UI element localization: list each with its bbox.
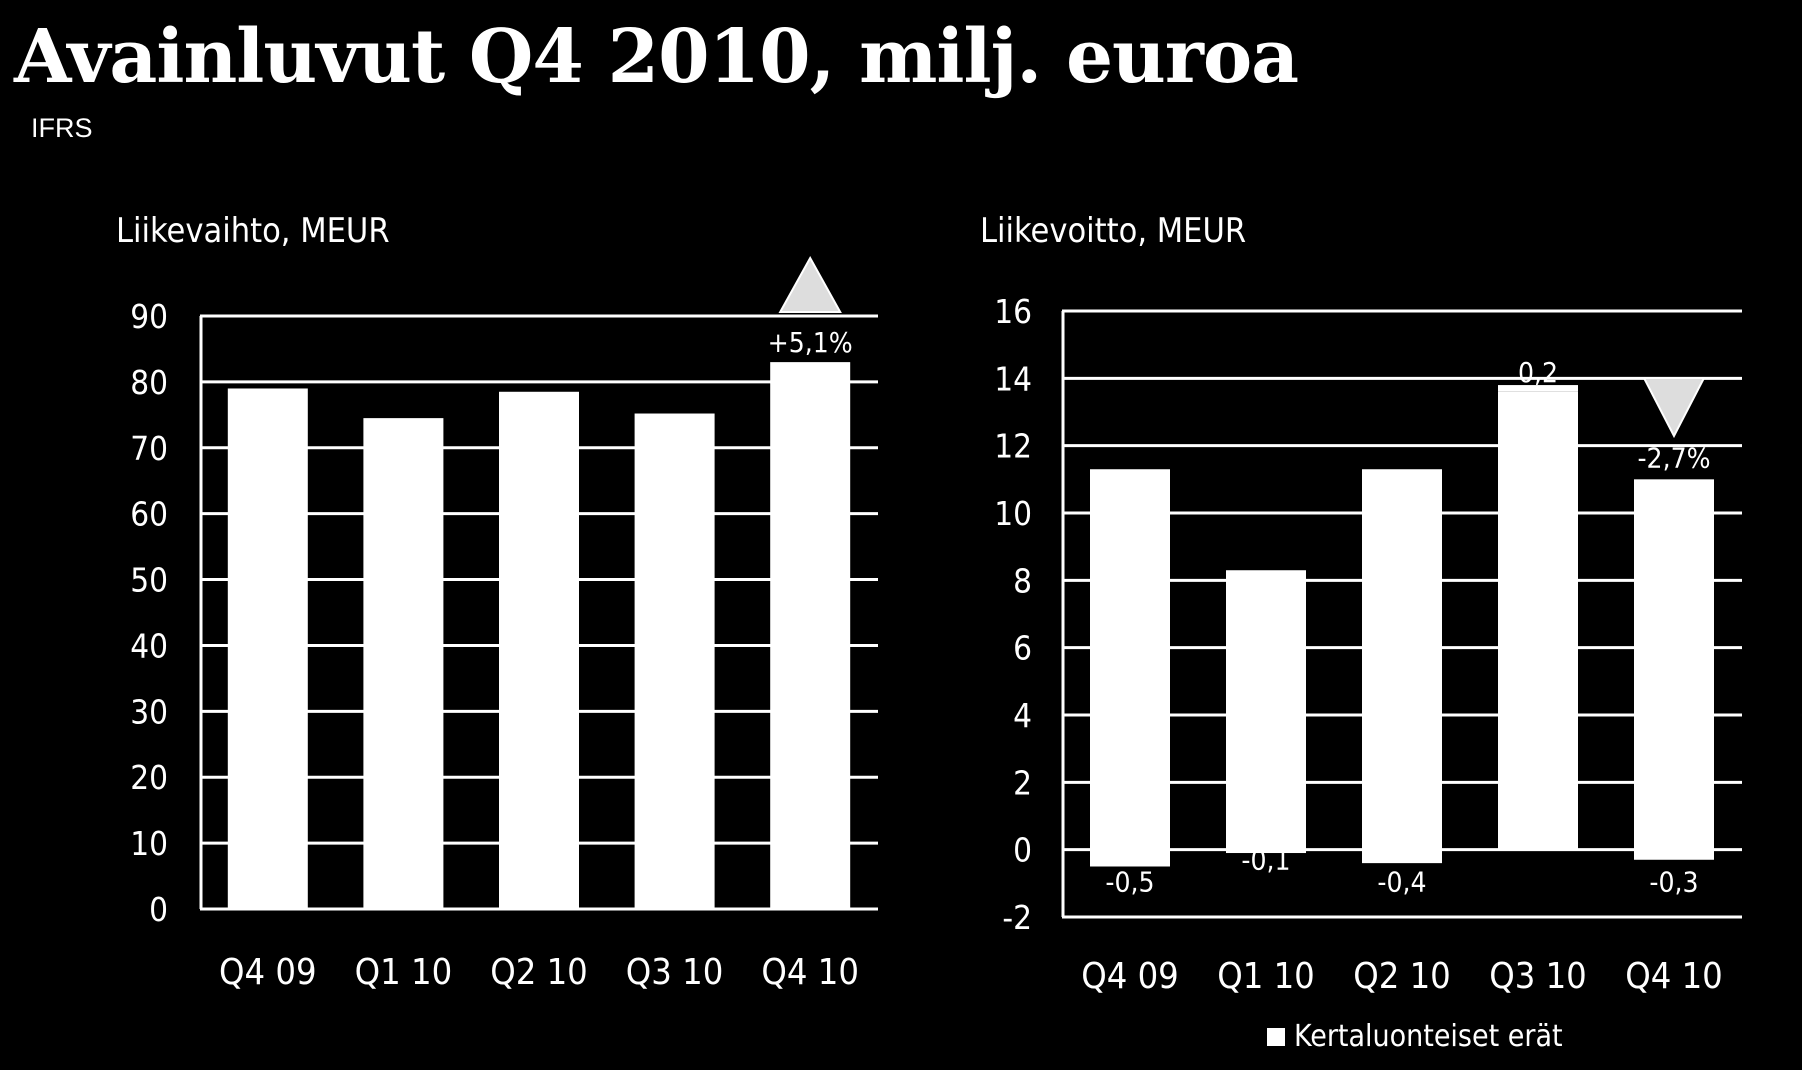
- y-tick-label-profit: -2: [1002, 898, 1032, 937]
- change-label-revenue: +5,1%: [768, 326, 853, 359]
- one-off-label: -0,3: [1649, 866, 1698, 899]
- bar-revenue: [499, 391, 579, 909]
- y-tick-label-profit: 12: [994, 427, 1032, 466]
- y-tick-label-revenue: 40: [130, 626, 168, 665]
- one-off-segment-profit: [1498, 385, 1578, 392]
- y-tick-label-revenue: 50: [130, 561, 168, 600]
- y-tick-label-revenue: 80: [130, 363, 168, 402]
- one-off-segment-profit: [1226, 849, 1306, 854]
- one-off-segment-profit: [1090, 849, 1170, 867]
- y-tick-label-profit: 14: [994, 359, 1032, 398]
- change-down-triangle-icon: [1642, 377, 1706, 439]
- page-title: Avainluvut Q4 2010, milj. euroa: [14, 14, 1299, 100]
- bar-revenue: [770, 362, 851, 910]
- x-category-label-profit: Q3 10: [1489, 956, 1587, 997]
- y-tick-label-revenue: 60: [130, 495, 168, 534]
- bar-revenue: [634, 413, 715, 909]
- bar-profit: [1226, 570, 1306, 850]
- y-tick-label-revenue: 20: [130, 758, 168, 797]
- x-category-label-revenue: Q4 10: [761, 952, 859, 993]
- chart-title-operating-profit: Liikevoitto, MEUR: [980, 211, 1246, 251]
- bar-profit: [1362, 469, 1442, 850]
- legend-swatch: [1267, 1028, 1285, 1046]
- x-category-label-revenue: Q2 10: [490, 952, 588, 993]
- one-off-segment-profit: [1634, 849, 1714, 860]
- one-off-label: -0,5: [1105, 866, 1154, 899]
- bar-revenue: [363, 418, 444, 909]
- x-category-label-profit: Q4 09: [1081, 956, 1179, 997]
- bar-profit: [1634, 479, 1714, 850]
- one-off-label: 0,2: [1518, 356, 1558, 389]
- bar-profit: [1090, 469, 1170, 850]
- y-tick-label-profit: 4: [1013, 696, 1032, 735]
- bar-revenue: [227, 388, 308, 909]
- x-category-label-revenue: Q3 10: [626, 952, 724, 993]
- change-up-triangle-icon: [778, 255, 842, 313]
- y-tick-label-profit: 2: [1013, 763, 1032, 802]
- y-tick-label-revenue: 90: [130, 297, 168, 336]
- y-tick-label-profit: 0: [1013, 831, 1032, 870]
- y-tick-label-revenue: 10: [130, 824, 168, 863]
- y-tick-label-revenue: 70: [130, 429, 168, 468]
- y-tick-label-profit: 16: [994, 292, 1032, 331]
- x-category-label-profit: Q4 10: [1625, 956, 1723, 997]
- y-tick-label-profit: 6: [1013, 629, 1032, 668]
- x-category-label-profit: Q1 10: [1217, 956, 1315, 997]
- y-tick-label-revenue: 30: [130, 692, 168, 731]
- one-off-label: -0,4: [1377, 866, 1426, 899]
- chart-title-revenue: Liikevaihto, MEUR: [116, 211, 390, 251]
- x-category-label-revenue: Q1 10: [355, 952, 453, 993]
- bar-profit: [1498, 391, 1578, 850]
- legend-label: Kertaluonteiset erät: [1294, 1019, 1563, 1054]
- x-category-label-revenue: Q4 09: [219, 952, 317, 993]
- page-subtitle: IFRS: [31, 113, 93, 143]
- one-off-segment-profit: [1362, 849, 1442, 864]
- change-label-profit: -2,7%: [1637, 441, 1710, 474]
- y-tick-label-profit: 8: [1013, 561, 1032, 600]
- one-off-label: -0,1: [1241, 844, 1290, 877]
- y-tick-label-profit: 10: [994, 494, 1032, 533]
- y-tick-label-revenue: 0: [149, 890, 168, 929]
- x-category-label-profit: Q2 10: [1353, 956, 1451, 997]
